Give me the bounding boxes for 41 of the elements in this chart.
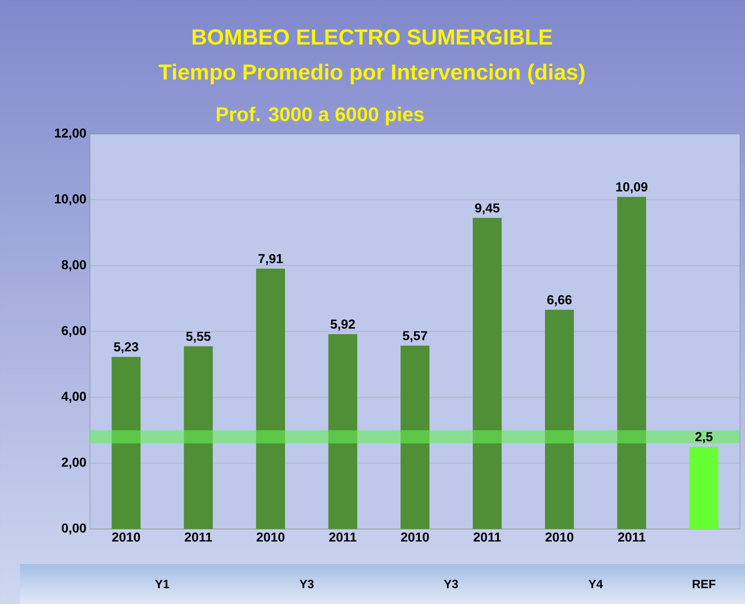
x-tick-label: 2010	[112, 532, 140, 542]
data-label: 5,23	[114, 342, 138, 354]
chart-title: BOMBEO ELECTRO SUMERGIBLE	[192, 29, 552, 45]
y-tick-label: 10,00	[54, 194, 86, 206]
x-tick-label: 2010	[256, 532, 284, 542]
text: Y3	[444, 580, 458, 588]
y-tick-label: 6,00	[62, 326, 86, 338]
x-tick-label: 2011	[474, 532, 501, 542]
data-label: 6,66	[547, 295, 572, 306]
data-label: 5,55	[186, 332, 211, 343]
y-tick-label: 12,00	[54, 128, 86, 140]
text: Y3	[300, 580, 314, 588]
data-label: 2,5	[695, 432, 713, 444]
y-tick-label: 8,00	[62, 260, 86, 272]
bar	[256, 268, 286, 529]
bar	[689, 446, 718, 529]
bar	[617, 196, 646, 529]
data-label: 5,92	[330, 320, 355, 331]
x-tick-label: 2011	[329, 532, 356, 542]
y-tick-label: 4,00	[61, 392, 86, 403]
x-tick-label: 2011	[184, 532, 212, 542]
bar	[112, 356, 141, 529]
bar	[400, 346, 430, 529]
bar	[545, 310, 574, 529]
text: REF	[692, 580, 716, 588]
x-tick-label: 2010	[401, 532, 429, 542]
data-label: 7,91	[258, 254, 283, 266]
bar	[328, 334, 358, 529]
data-label: 9,45	[475, 203, 500, 214]
data-label: 10,09	[616, 182, 648, 194]
text: Y4	[588, 580, 603, 588]
y-tick-label: 0,00	[62, 523, 86, 535]
bar	[184, 346, 213, 529]
chart-subtitle: Tiempo Promedio por Intervencion (dias)	[158, 64, 584, 84]
x-tick-label: 2011	[618, 532, 646, 542]
y-tick-label: 2,00	[62, 458, 86, 469]
text: Prof. 3000 a 6000 pies	[216, 106, 424, 126]
x-tick-label: 2010	[546, 532, 574, 542]
data-label: 5,57	[402, 331, 428, 342]
text: Y1	[155, 580, 170, 588]
bar	[472, 218, 502, 529]
